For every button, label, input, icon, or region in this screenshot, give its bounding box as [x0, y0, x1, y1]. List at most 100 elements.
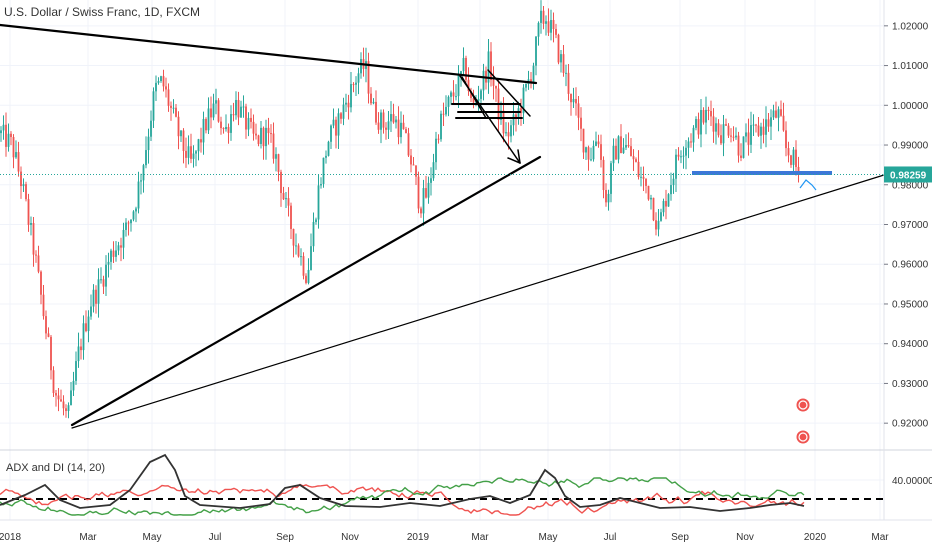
candle-body: [672, 178, 675, 186]
candle-body: [770, 117, 772, 127]
adx-line: [0, 453, 805, 512]
candle-body: [330, 125, 332, 142]
candle-body: [85, 323, 87, 332]
candle-body: [697, 119, 700, 135]
candle-body: [422, 188, 425, 214]
candle-body: [727, 125, 730, 136]
candle-body: [440, 113, 442, 140]
candle-body: [107, 261, 110, 265]
candle-body: [77, 346, 80, 362]
candle-body: [140, 180, 142, 182]
candle-body: [32, 223, 35, 255]
candle-body: [405, 129, 407, 134]
candle-body: [640, 176, 642, 178]
candle-body: [255, 133, 257, 136]
candle-body: [242, 106, 245, 108]
candle-body: [337, 113, 340, 136]
candle-body: [462, 57, 465, 72]
arrow-line: [487, 69, 531, 117]
candle-body: [585, 147, 587, 153]
candle-body: [385, 127, 387, 130]
candle-body: [197, 139, 200, 152]
indicator-title: ADX and DI (14, 20): [6, 462, 105, 474]
candle-body: [102, 279, 105, 287]
candle-body: [532, 65, 535, 83]
di-plus-line: [0, 483, 805, 516]
candle-body: [120, 245, 122, 248]
candle-body: [375, 101, 377, 123]
candle-body: [220, 121, 222, 129]
candle-body: [257, 135, 260, 144]
candle-body: [510, 125, 512, 137]
candle-body: [432, 162, 435, 179]
candle-body: [425, 188, 427, 198]
candle-body: [167, 89, 170, 106]
candle-body: [227, 126, 230, 133]
candle-body: [515, 114, 517, 118]
time-tick-label: Mar: [79, 532, 97, 543]
candle-body: [355, 82, 357, 85]
candle-body: [505, 132, 507, 134]
candle-body: [70, 390, 72, 406]
candle-body: [530, 79, 532, 83]
candle-body: [152, 91, 155, 121]
time-tick-label: 2020: [804, 532, 827, 543]
candle-body: [317, 185, 320, 220]
candle-body: [27, 199, 30, 225]
candle-body: [367, 61, 370, 94]
candle-body: [450, 92, 452, 97]
candle-body: [267, 127, 270, 134]
candle-body: [380, 112, 382, 130]
candle-body: [262, 127, 265, 147]
candle-body: [15, 152, 17, 158]
candle-body: [347, 102, 350, 108]
candle-body: [130, 219, 132, 224]
candle-body: [780, 109, 782, 116]
candle-body: [35, 254, 37, 256]
candle-body: [335, 119, 337, 136]
candle-body: [72, 380, 75, 391]
candle-body: [617, 136, 620, 160]
candle-body: [797, 166, 800, 174]
candle-body: [207, 108, 210, 131]
candle-body: [2, 124, 5, 131]
candle-body: [7, 133, 10, 147]
candle-body: [55, 393, 57, 396]
candle-body: [582, 128, 585, 153]
candle-body: [235, 99, 237, 116]
candle-body: [645, 178, 647, 186]
price-tick-label: 0.92000: [892, 419, 929, 430]
candle-body: [562, 54, 565, 73]
candle-body: [792, 149, 795, 165]
candle-body: [667, 194, 670, 207]
candle-body: [500, 110, 502, 120]
candle-body: [350, 84, 352, 108]
time-tick-label: May: [143, 532, 162, 543]
candle-body: [782, 115, 785, 131]
candle-body: [320, 183, 322, 186]
candle-body: [472, 98, 475, 103]
candle-body: [537, 22, 540, 37]
candle-body: [110, 250, 112, 262]
candle-body: [390, 114, 392, 122]
time-tick-label: Jul: [209, 532, 222, 543]
candle-body: [265, 127, 267, 147]
candle-body: [52, 370, 55, 394]
time-tick-label: 2019: [407, 532, 430, 543]
candle-body: [542, 10, 545, 24]
candle-body: [205, 118, 207, 131]
candle-body: [487, 51, 490, 83]
event-marker-ring: [798, 400, 808, 410]
time-tick-label: Sep: [671, 532, 689, 543]
candle-body: [192, 153, 195, 159]
candle-body: [92, 289, 95, 307]
candle-body: [47, 333, 50, 337]
candle-body: [190, 146, 192, 159]
candle-body: [97, 279, 100, 304]
event-marker-icon: [795, 429, 811, 445]
candle-body: [22, 184, 25, 187]
candle-body: [377, 122, 380, 130]
candle-body: [42, 294, 45, 317]
candle-body: [752, 124, 755, 126]
candle-body: [430, 178, 432, 183]
